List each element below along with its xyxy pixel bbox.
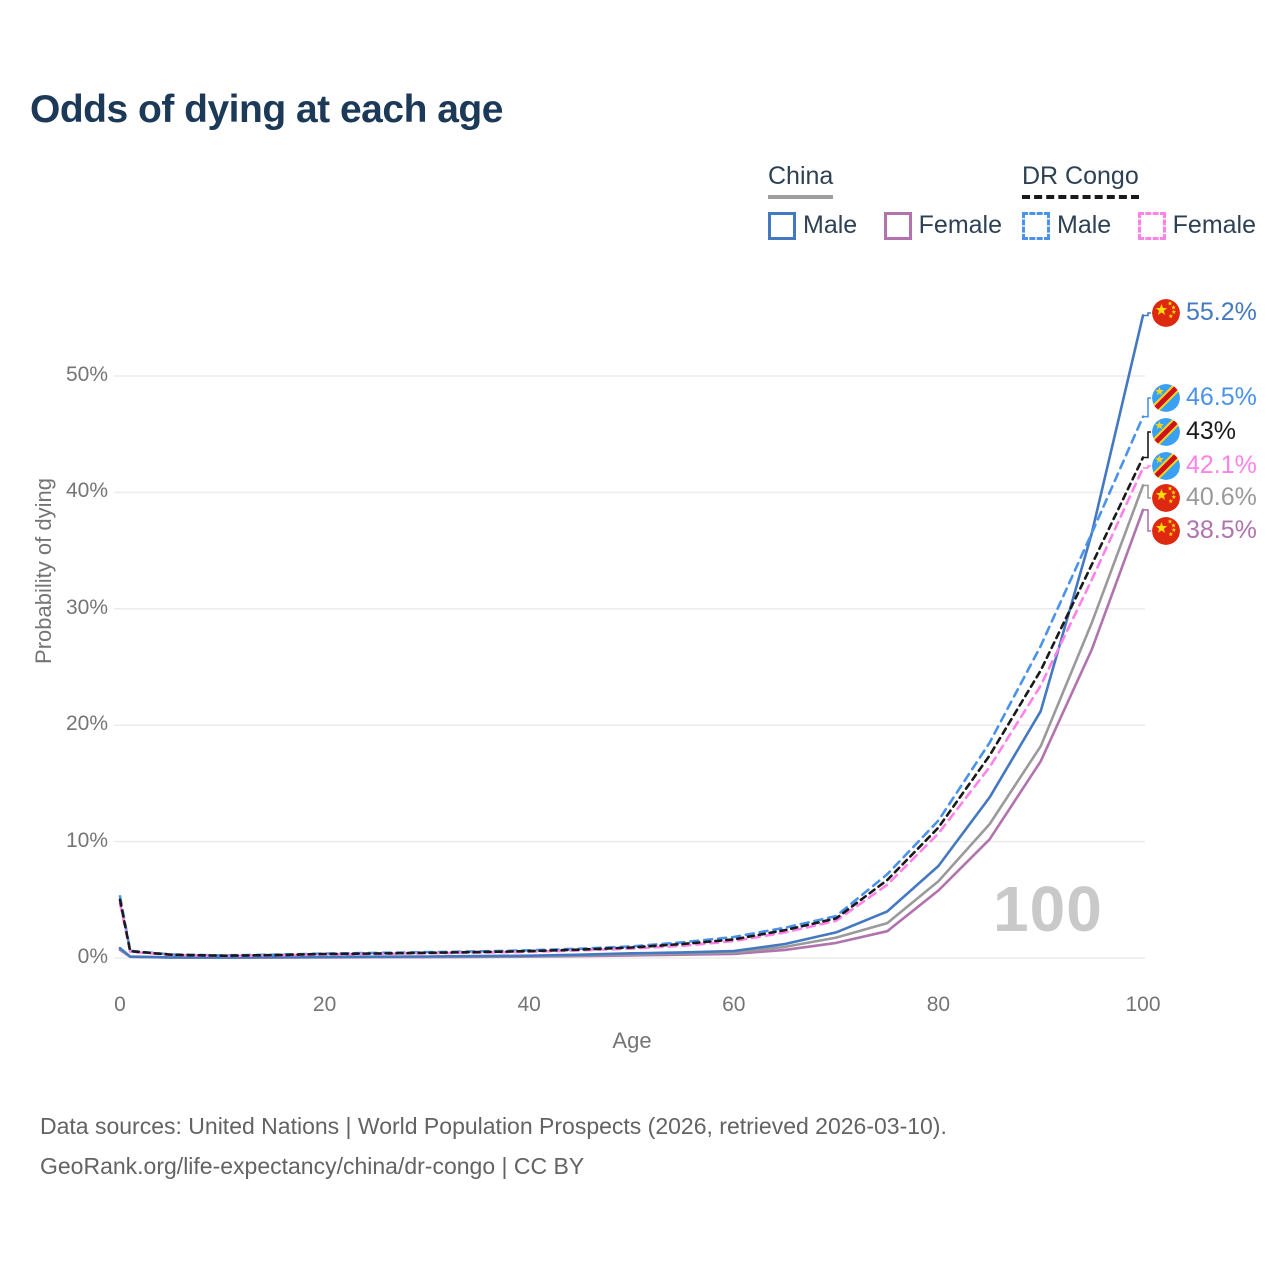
y-axis-title: Probability of dying bbox=[31, 478, 56, 664]
flag-icon-dr-congo bbox=[1152, 384, 1180, 412]
legend-group-title-china[interactable]: China bbox=[768, 162, 834, 199]
end-value-label-china-both: 40.6% bbox=[1186, 483, 1257, 511]
legend-item-china-female[interactable]: Female bbox=[883, 211, 1003, 240]
y-tick-label-0%: 0% bbox=[77, 945, 108, 968]
y-tick-label-10%: 10% bbox=[65, 828, 108, 852]
y-tick-label-50%: 50% bbox=[65, 363, 108, 386]
end-value-label-drc-both: 43% bbox=[1186, 417, 1237, 445]
x-tick-label-20: 20 bbox=[312, 993, 337, 1016]
x-tick-label-100: 100 bbox=[1125, 993, 1161, 1016]
footer: Data sources: United Nations | World Pop… bbox=[40, 1106, 947, 1186]
legend-group-title-dr-congo[interactable]: DR Congo bbox=[1022, 162, 1139, 199]
end-connector-china-both bbox=[1143, 484, 1151, 499]
end-value-label-drc-female: 42.1% bbox=[1186, 451, 1257, 479]
y-tick-label-40%: 40% bbox=[65, 479, 108, 503]
y-tick-label-20%: 20% bbox=[65, 712, 108, 736]
legend-items-china: Male Female bbox=[768, 211, 1024, 245]
legend-group-china: China Male Female bbox=[768, 162, 1024, 245]
end-value-label-china-female: 38.5% bbox=[1186, 516, 1257, 544]
legend-swatch-china-male bbox=[768, 211, 796, 240]
legend-item-dr-congo-female[interactable]: Female bbox=[1137, 211, 1257, 240]
flag-icon-china bbox=[1152, 484, 1180, 512]
flag-icon-china bbox=[1152, 517, 1180, 545]
legend-swatch-china-female bbox=[883, 211, 912, 240]
legend-group-dr-congo: DR Congo Male Female bbox=[1022, 162, 1278, 245]
series-line-drc-female[interactable] bbox=[118, 466, 1145, 958]
series-line-china-female[interactable] bbox=[118, 508, 1145, 960]
series-line-drc-both[interactable] bbox=[118, 456, 1145, 958]
footer-attribution-link: GeoRank.org/life-expectancy/china/dr-con… bbox=[40, 1153, 585, 1179]
end-connector-china-male bbox=[1143, 312, 1151, 317]
x-tick-label-60: 60 bbox=[722, 993, 746, 1016]
series-line-china-male[interactable] bbox=[118, 314, 1145, 959]
series-line-drc-male[interactable] bbox=[118, 415, 1145, 957]
x-tick-label-0: 0 bbox=[114, 993, 126, 1016]
legend-label-china-male: Male bbox=[803, 211, 858, 239]
legend-label-dr-congo-male: Male bbox=[1057, 211, 1112, 239]
x-tick-label-80: 80 bbox=[926, 993, 951, 1016]
end-connector-drc-both bbox=[1143, 431, 1151, 459]
legend-swatch-dr-congo-female bbox=[1137, 211, 1166, 240]
legend-items-dr-congo: Male Female bbox=[1022, 211, 1278, 245]
x-tick-label-40: 40 bbox=[517, 993, 541, 1016]
page-title: Odds of dying at each age bbox=[30, 88, 503, 131]
series-line-china-both[interactable] bbox=[118, 484, 1145, 959]
legend-swatch-dr-congo-male bbox=[1022, 211, 1050, 240]
end-value-label-drc-male: 46.5% bbox=[1186, 383, 1257, 411]
hovered-age-watermark: 100 bbox=[993, 873, 1103, 945]
flag-icon-dr-congo bbox=[1152, 452, 1180, 480]
end-value-label-china-male: 55.2% bbox=[1186, 298, 1257, 326]
y-tick-label-30%: 30% bbox=[65, 595, 108, 619]
legend-label-china-female: Female bbox=[918, 211, 1003, 239]
flag-icon-china bbox=[1152, 299, 1180, 327]
legend-label-dr-congo-female: Female bbox=[1172, 211, 1257, 239]
end-connector-china-female bbox=[1143, 509, 1151, 532]
legend-item-dr-congo-male[interactable]: Male bbox=[1022, 211, 1111, 240]
footer-data-sources: Data sources: United Nations | World Pop… bbox=[40, 1113, 947, 1139]
x-axis-title: Age bbox=[612, 1028, 652, 1053]
legend-item-china-male[interactable]: Male bbox=[768, 211, 857, 240]
end-connector-drc-female bbox=[1143, 465, 1151, 469]
end-connector-drc-male bbox=[1143, 397, 1151, 418]
flag-icon-dr-congo bbox=[1152, 418, 1180, 446]
